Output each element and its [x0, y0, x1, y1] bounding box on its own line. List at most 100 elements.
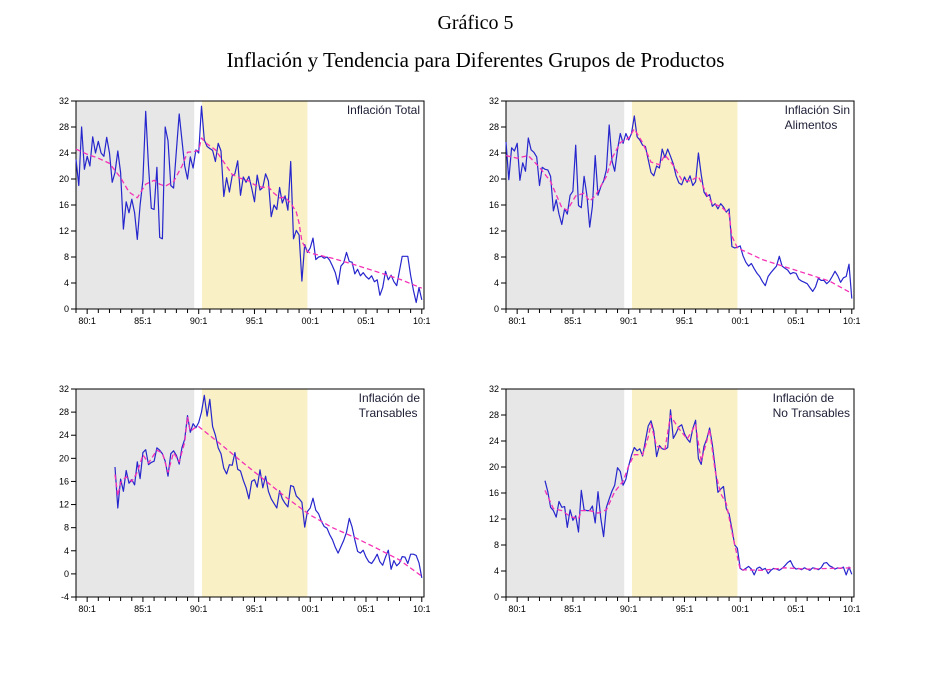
x-tick-label: 95:1: [246, 316, 264, 326]
x-tick-label: 90:1: [620, 316, 638, 326]
y-tick-label: 24: [489, 436, 499, 446]
x-tick-label: 85:1: [134, 604, 152, 614]
panel-inflacion-transables: -4 0 4 8 12 16 20 24 28 32 80:1 85:1 90:1 95:1 00:1 05:…: [40, 380, 440, 625]
x-tick-label: 95:1: [246, 604, 264, 614]
y-tick-label: 32: [59, 384, 69, 394]
page-title: Gráfico 5: [437, 12, 514, 34]
x-tick-label: 05:1: [357, 316, 375, 326]
figure-page: { "page": { "title": "Gráfico 5", "subti…: [0, 12, 951, 695]
trend-line: [75, 137, 423, 289]
x-tick-label: 00:1: [301, 316, 319, 326]
regime-band: [202, 389, 308, 597]
regime-band: [76, 389, 195, 597]
inflation-line: [505, 115, 853, 299]
y-tick-label: 12: [59, 500, 69, 510]
y-tick-label: 28: [59, 122, 69, 132]
y-tick-label: 20: [489, 462, 499, 472]
regime-band: [506, 101, 625, 309]
x-tick-label: 90:1: [620, 604, 638, 614]
legend-line: Inflación de: [772, 391, 835, 405]
chart-canvas: -4 0 4 8 12 16 20 24 28 32 80:1 85:1 90:1 95:1 00:1 05:…: [59, 384, 431, 614]
x-tick-label: 80:1: [78, 316, 96, 326]
page-subtitle: Inflación y Tendencia para Diferentes Gr…: [226, 48, 725, 72]
y-tick-label: 28: [489, 410, 499, 420]
y-tick-label: -4: [61, 592, 69, 602]
y-tick-label: 0: [64, 569, 69, 579]
chart-canvas: 0 4 8 12 16 20 24 28 32 80:1 85:1 90:1 95:1 00:1 05:1 1…: [489, 96, 861, 326]
y-tick-label: 8: [64, 523, 69, 533]
y-tick-label: 0: [494, 304, 499, 314]
y-tick-label: 32: [489, 384, 499, 394]
trend-line: [505, 128, 853, 294]
y-tick-label: 28: [59, 407, 69, 417]
x-tick-label: 10:1: [413, 604, 431, 614]
y-tick-label: 12: [59, 226, 69, 236]
trend-line: [544, 415, 852, 571]
panel-inflacion-total: 0 4 8 12 16 20 24 28 32 80:1 85:1 90:1 95:1 00:1 05:1 1…: [40, 92, 440, 337]
y-tick-label: 24: [489, 148, 499, 158]
x-tick-label: 85:1: [564, 604, 582, 614]
legend-line: Inflación de: [358, 391, 420, 405]
y-tick-label: 8: [494, 540, 499, 550]
regime-band: [202, 101, 308, 309]
y-tick-label: 24: [59, 148, 69, 158]
x-tick-label: 90:1: [190, 604, 208, 614]
panel-legend: Inflación Sin Alimentos: [785, 103, 850, 133]
y-tick-label: 20: [489, 174, 499, 184]
chart-canvas: 0 4 8 12 16 20 24 28 32 80:1 85:1 90:1 95:1 00:1 05:1 1…: [489, 384, 861, 614]
x-tick-label: 10:1: [843, 604, 861, 614]
y-tick-label: 4: [494, 566, 499, 576]
x-tick-label: 05:1: [787, 316, 805, 326]
panel-legend: Inflación de No Transables: [773, 391, 850, 421]
legend-line: Alimentos: [784, 118, 838, 132]
plot-box: [75, 388, 425, 598]
legend-line: No Transables: [772, 406, 850, 420]
y-tick-label: 20: [59, 453, 69, 463]
panel-inflacion-no-transables: 0 4 8 12 16 20 24 28 32 80:1 85:1 90:1 95:1 00:1 05:1 1…: [470, 380, 870, 625]
x-tick-label: 10:1: [413, 316, 431, 326]
inflation-line: [75, 105, 423, 304]
legend-line: Transables: [358, 406, 418, 420]
x-tick-label: 00:1: [731, 604, 749, 614]
regime-band: [632, 389, 738, 597]
y-tick-label: 20: [59, 174, 69, 184]
x-tick-label: 95:1: [676, 604, 694, 614]
regime-band: [506, 389, 625, 597]
y-tick-label: 8: [64, 252, 69, 262]
trend-line: [114, 416, 423, 577]
y-tick-label: 32: [59, 96, 69, 106]
y-tick-label: 4: [64, 546, 69, 556]
regime-band: [76, 101, 195, 309]
chart-canvas: 0 4 8 12 16 20 24 28 32 80:1 85:1 90:1 95:1 00:1 05:1 1…: [59, 96, 431, 326]
y-tick-label: 16: [489, 200, 499, 210]
panel-inflacion-sin-alimentos: 0 4 8 12 16 20 24 28 32 80:1 85:1 90:1 95:1 00:1 05:1 1…: [470, 92, 870, 337]
y-tick-label: 16: [59, 476, 69, 486]
y-tick-label: 24: [59, 430, 69, 440]
x-tick-label: 80:1: [508, 604, 526, 614]
y-tick-label: 12: [489, 514, 499, 524]
x-tick-label: 05:1: [787, 604, 805, 614]
x-tick-label: 95:1: [676, 316, 694, 326]
legend-line: Inflación Total: [346, 103, 420, 117]
y-tick-label: 0: [494, 592, 499, 602]
legend-line: Inflación Sin: [784, 103, 850, 117]
x-tick-label: 00:1: [301, 604, 319, 614]
x-tick-label: 05:1: [357, 604, 375, 614]
x-tick-label: 85:1: [134, 316, 152, 326]
panel-legend: Inflación Total: [347, 103, 420, 118]
x-tick-label: 80:1: [78, 604, 96, 614]
x-tick-label: 85:1: [564, 316, 582, 326]
y-tick-label: 4: [494, 278, 499, 288]
x-tick-label: 90:1: [190, 316, 208, 326]
y-tick-label: 8: [494, 252, 499, 262]
y-tick-label: 16: [59, 200, 69, 210]
y-tick-label: 32: [489, 96, 499, 106]
y-tick-label: 4: [64, 278, 69, 288]
x-tick-label: 00:1: [731, 316, 749, 326]
panel-legend: Inflación de Transables: [359, 391, 420, 421]
y-tick-label: 12: [489, 226, 499, 236]
y-tick-label: 0: [64, 304, 69, 314]
x-tick-label: 10:1: [843, 316, 861, 326]
y-tick-label: 16: [489, 488, 499, 498]
x-tick-label: 80:1: [508, 316, 526, 326]
